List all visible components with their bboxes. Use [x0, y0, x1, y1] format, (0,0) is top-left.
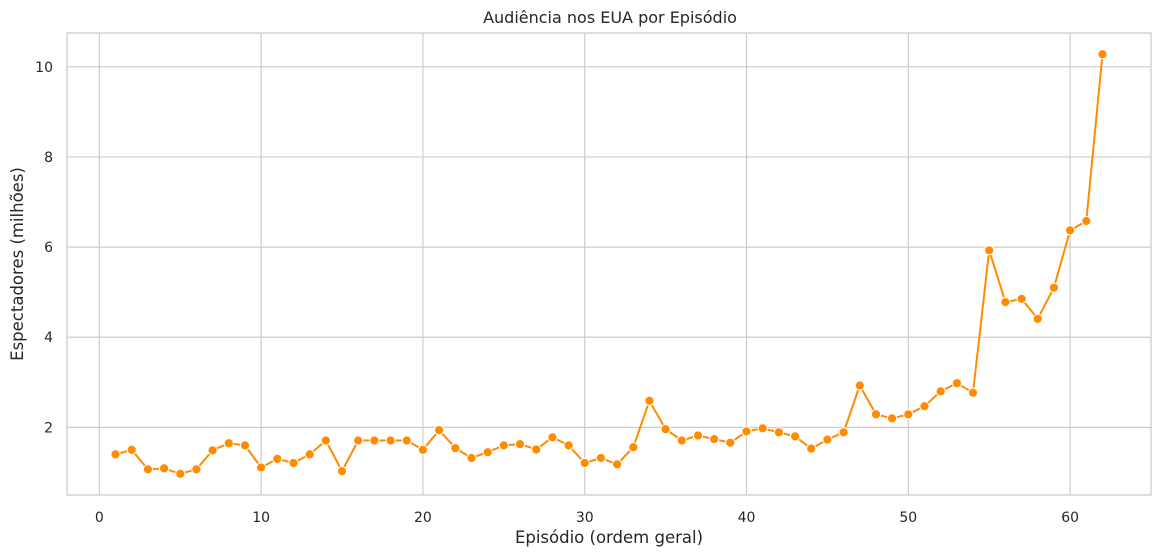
x-axis-label: Episódio (ordem geral): [515, 528, 703, 547]
data-point: [887, 413, 898, 424]
data-point: [239, 440, 251, 451]
data-point: [369, 435, 380, 446]
data-point: [692, 430, 704, 441]
data-point: [353, 435, 364, 446]
data-point: [482, 447, 493, 458]
data-point: [838, 427, 849, 438]
data-point: [1032, 313, 1043, 324]
data-point: [563, 440, 574, 451]
data-point: [401, 435, 412, 446]
data-point: [919, 401, 930, 412]
data-point: [870, 409, 882, 420]
data-point: [709, 434, 720, 445]
data-point: [450, 443, 461, 454]
data-point: [1048, 282, 1060, 293]
data-point: [466, 452, 477, 464]
data-point: [175, 468, 186, 479]
data-point: [1097, 49, 1108, 60]
data-point: [272, 453, 283, 464]
data-point: [320, 435, 331, 446]
data-point: [142, 464, 153, 475]
data-point: [223, 438, 234, 449]
data-point: [935, 386, 946, 397]
y-tick-label: 2: [44, 420, 53, 436]
data-point: [579, 457, 590, 469]
data-point: [547, 432, 558, 443]
y-tick-label: 6: [44, 240, 53, 256]
x-tick-label: 0: [95, 510, 104, 526]
data-point: [790, 431, 801, 442]
x-tick-labels: 0 10 20 30 40 50 60: [95, 510, 1079, 526]
data-point: [159, 463, 170, 474]
data-point: [984, 245, 995, 256]
chart-title: Audiência nos EUA por Episódio: [483, 8, 737, 27]
data-point: [1000, 297, 1011, 308]
x-tick-label: 60: [1061, 510, 1079, 526]
x-tick-label: 50: [899, 510, 917, 526]
data-point: [676, 435, 687, 446]
data-point: [660, 424, 671, 435]
plot-frame: [66, 32, 1152, 496]
data-point: [434, 425, 445, 436]
x-tick-label: 30: [576, 510, 594, 526]
y-tick-label: 8: [44, 150, 53, 166]
data-point: [854, 380, 865, 391]
data-point: [822, 434, 833, 445]
x-tick-label: 10: [252, 510, 270, 526]
data-point: [256, 462, 267, 473]
y-tick-label: 4: [44, 330, 53, 346]
x-tick-label: 20: [414, 510, 432, 526]
data-point: [417, 444, 428, 455]
data-point: [741, 426, 752, 437]
data-point: [806, 443, 817, 454]
data-points: [110, 49, 1108, 479]
data-point: [773, 427, 785, 438]
data-point: [1081, 215, 1092, 227]
y-axis-label: Espectadores (milhões): [8, 167, 27, 361]
data-point: [288, 457, 299, 469]
gridlines: [67, 33, 1151, 495]
data-point: [385, 435, 396, 446]
series-line: [115, 54, 1104, 475]
data-point: [110, 449, 121, 460]
data-point: [967, 387, 979, 398]
data-point: [531, 444, 542, 455]
data-point: [126, 444, 137, 455]
data-point: [903, 409, 914, 420]
data-point: [1016, 293, 1027, 304]
data-point: [725, 437, 736, 448]
data-point: [514, 439, 526, 450]
data-point: [644, 395, 655, 406]
data-point: [336, 466, 348, 477]
data-point: [1065, 225, 1076, 236]
data-point: [304, 449, 315, 460]
y-tick-label: 10: [35, 60, 53, 76]
data-point: [595, 452, 607, 464]
y-tick-labels: 2 4 6 8 10: [35, 60, 53, 437]
data-point: [191, 464, 202, 475]
data-point: [612, 459, 623, 470]
x-tick-label: 40: [738, 510, 756, 526]
series: [115, 54, 1104, 475]
data-point: [498, 440, 509, 451]
data-point: [207, 445, 218, 456]
data-point: [951, 378, 963, 389]
data-point: [757, 423, 768, 434]
data-point: [628, 442, 639, 453]
